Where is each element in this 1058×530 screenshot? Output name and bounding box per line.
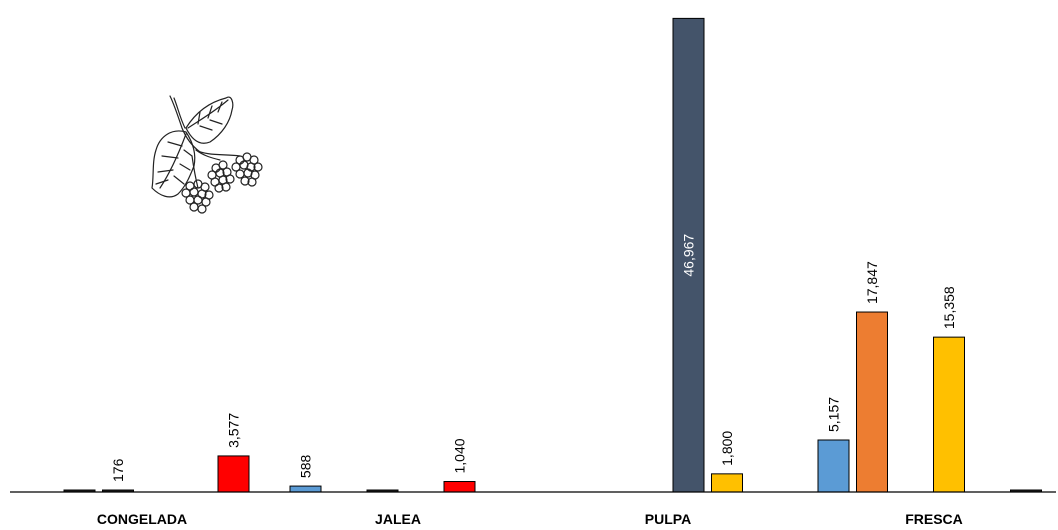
data-label-pulpa-3: 1,800 <box>719 431 735 466</box>
data-label-fresca-0: 5,157 <box>826 397 842 432</box>
bar-fresca-3 <box>933 336 965 493</box>
data-label-fresca-1: 17,847 <box>864 261 880 304</box>
category-label-fresca: FRESCA <box>905 511 963 527</box>
category-label-jalea: JALEA <box>375 511 421 527</box>
bar-jalea-0 <box>289 485 322 493</box>
data-label-congelada-4: 3,577 <box>226 413 242 448</box>
category-label-pulpa: PULPA <box>645 511 691 527</box>
bar-fresca-1 <box>856 311 888 493</box>
data-label-congelada-1: 176 <box>110 458 126 482</box>
bar-congelada-4 <box>217 455 250 493</box>
bar-pulpa-2 <box>672 17 705 493</box>
data-label-jalea-0: 588 <box>298 454 314 478</box>
data-label-jalea-4: 1,040 <box>452 438 468 473</box>
data-label-fresca-3: 15,358 <box>941 286 957 329</box>
bar-pulpa-3 <box>711 473 743 493</box>
bar-jalea-4 <box>443 481 476 493</box>
bar-fresca-0 <box>817 439 850 493</box>
category-label-congelada: CONGELADA <box>97 511 187 527</box>
raspberry-branch-icon <box>151 95 263 214</box>
data-label-pulpa-2: 46,967 <box>681 234 697 277</box>
